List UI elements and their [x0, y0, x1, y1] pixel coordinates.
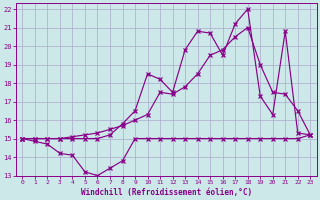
X-axis label: Windchill (Refroidissement éolien,°C): Windchill (Refroidissement éolien,°C)	[81, 188, 252, 197]
